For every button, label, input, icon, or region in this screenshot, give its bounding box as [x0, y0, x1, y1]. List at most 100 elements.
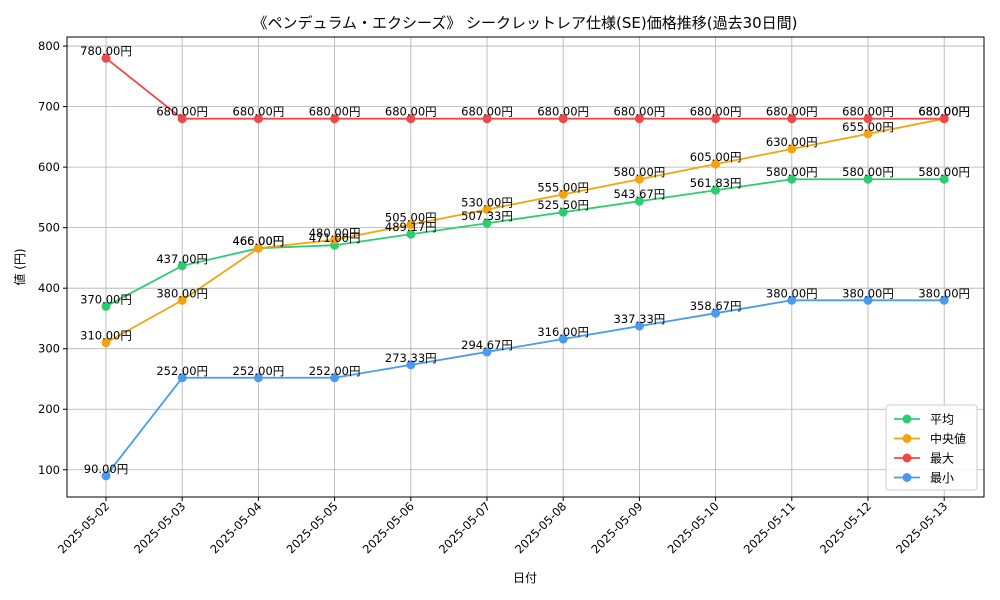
data-label: 680.00円: [461, 105, 513, 119]
data-label: 466.00円: [233, 234, 285, 248]
y-tick-label: 300: [38, 342, 60, 356]
data-point: [558, 189, 568, 199]
data-label: 680.00円: [690, 105, 742, 119]
data-point: [482, 114, 492, 124]
data-point: [406, 360, 416, 370]
x-tick-label: 2025-05-06: [360, 499, 417, 556]
data-label: 630.00円: [766, 135, 818, 149]
data-point: [177, 114, 187, 124]
data-point: [787, 174, 797, 184]
y-axis: 100 200 300 400 500 600 700 800: [38, 39, 67, 477]
data-label: 252.00円: [156, 364, 208, 378]
x-tick-label: 2025-05-12: [817, 499, 874, 556]
data-label: 480.00円: [309, 226, 361, 240]
data-label: 370.00円: [80, 292, 132, 306]
data-label: 680.00円: [156, 105, 208, 119]
data-label: 680.00円: [614, 105, 666, 119]
data-label: 525.50円: [537, 198, 589, 212]
legend-label: 平均: [930, 413, 954, 427]
data-point: [177, 261, 187, 271]
series-line: [105, 178, 945, 308]
data-label: 437.00円: [156, 252, 208, 266]
legend-marker: [902, 453, 912, 463]
data-point: [939, 174, 949, 184]
y-tick-label: 100: [38, 463, 60, 477]
data-point: [939, 295, 949, 305]
x-tick-label: 2025-05-03: [131, 499, 188, 556]
data-label: 680.00円: [537, 105, 589, 119]
data-label: 580.00円: [766, 165, 818, 179]
y-tick-label: 800: [38, 39, 60, 53]
x-tick-label: 2025-05-13: [893, 499, 950, 556]
data-point: [101, 53, 111, 63]
data-point: [863, 295, 873, 305]
data-point: [634, 321, 644, 331]
legend-label: 最大: [930, 452, 954, 466]
data-label: 273.33円: [385, 351, 437, 365]
data-point: [177, 295, 187, 305]
data-label: 90.00円: [84, 462, 128, 476]
series-line: [105, 299, 945, 477]
data-point: [330, 373, 340, 383]
data-label: 530.00円: [461, 196, 513, 210]
data-label: 680.00円: [766, 105, 818, 119]
legend-box: [885, 404, 978, 491]
x-tick-label: 2025-05-02: [55, 499, 112, 556]
data-label: 316.00円: [537, 325, 589, 339]
data-point: [939, 114, 949, 124]
data-point: [101, 338, 111, 348]
data-point: [711, 159, 721, 169]
data-label: 380.00円: [842, 286, 894, 300]
data-label: 507.33円: [461, 209, 513, 223]
data-label: 680.00円: [233, 105, 285, 119]
data-point: [406, 229, 416, 239]
x-axis-label: 日付: [513, 571, 537, 585]
series-layer: [101, 53, 949, 481]
legend-marker: [902, 414, 912, 424]
y-tick-label: 400: [38, 281, 60, 295]
data-label: 337.33円: [614, 312, 666, 326]
data-label: 252.00円: [309, 364, 361, 378]
x-tick-label: 2025-05-09: [588, 499, 645, 556]
data-label: 466.00円: [233, 234, 285, 248]
data-label: 580.00円: [918, 165, 970, 179]
chart-title: 《ペンデュラム・エクシーズ》 シークレットレア仕様(SE)価格推移(過去30日間…: [252, 14, 797, 32]
data-label: 680.00円: [385, 105, 437, 119]
data-point: [253, 373, 263, 383]
data-label: 580.00円: [842, 165, 894, 179]
x-axis: 2025-05-02 2025-05-03 2025-05-04 2025-05-05…: [55, 497, 950, 556]
data-label: 252.00円: [233, 364, 285, 378]
data-point: [330, 235, 340, 245]
plot-area: [67, 37, 984, 497]
data-label: 580.00円: [614, 165, 666, 179]
data-point: [253, 114, 263, 124]
data-point: [482, 205, 492, 214]
data-label: 380.00円: [766, 286, 818, 300]
data-labels: 370.00円 437.00円 466.00円 471.00円 489.17円 507.3…: [80, 44, 970, 476]
data-label: 380.00円: [918, 286, 970, 300]
data-label: 310.00円: [80, 329, 132, 343]
y-tick-label: 600: [38, 160, 60, 174]
data-label: 655.00円: [842, 120, 894, 134]
data-point: [558, 207, 568, 217]
data-label: 780.00円: [80, 44, 132, 58]
data-label: 543.67円: [614, 187, 666, 201]
data-point: [711, 114, 721, 124]
data-point: [787, 295, 797, 305]
data-point: [253, 243, 263, 253]
data-label: 555.00円: [537, 180, 589, 194]
data-point: [787, 144, 797, 154]
y-tick-label: 700: [38, 100, 60, 114]
data-point: [406, 220, 416, 230]
data-label: 680.00円: [918, 105, 970, 119]
legend-marker: [902, 473, 912, 482]
data-point: [787, 114, 797, 124]
data-point: [711, 185, 721, 195]
legend-label: 中央値: [930, 431, 966, 446]
data-label: 471.00円: [309, 231, 361, 245]
x-tick-label: 2025-05-10: [665, 499, 722, 556]
data-label: 380.00円: [156, 286, 208, 300]
data-label: 680.00円: [842, 105, 894, 119]
data-label: 489.17円: [385, 220, 437, 234]
